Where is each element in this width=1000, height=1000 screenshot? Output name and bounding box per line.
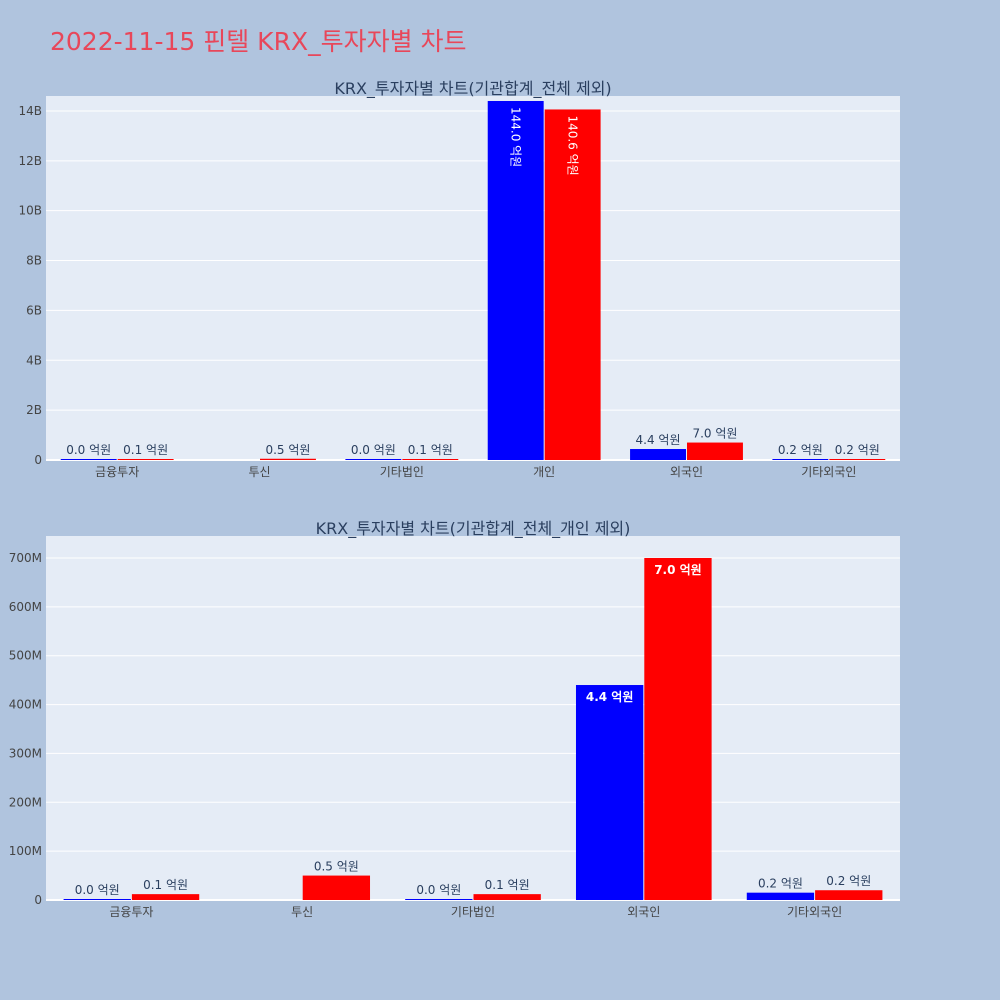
plot-area — [46, 96, 900, 460]
data-label: 0.5 억원 — [314, 860, 359, 874]
bar — [405, 899, 473, 900]
investor-chart-all: 0 2B 4B 6B 8B 10B 12B 14B KRX_투자자별 차트(기관합계_전체 제외… — [18, 79, 900, 479]
bar — [345, 459, 402, 460]
data-label: 0.1 억원 — [485, 878, 530, 892]
bar — [260, 458, 316, 460]
bar — [772, 459, 829, 460]
y-tick-label: 500M — [9, 649, 42, 663]
y-tick-label: 300M — [9, 746, 42, 760]
bar — [63, 899, 131, 900]
data-label: 4.4 억원 — [636, 433, 681, 447]
y-tick-label: 10B — [18, 204, 42, 218]
bar — [131, 894, 200, 900]
x-tick-label: 투신 — [248, 465, 270, 479]
x-tick-label: 외국인 — [670, 465, 703, 479]
x-tick-label: 개인 — [533, 465, 555, 479]
x-tick-label: 기타외국인 — [801, 465, 856, 479]
y-tick-label: 2B — [26, 403, 42, 417]
data-label: 0.0 억원 — [75, 883, 120, 897]
data-label: 140.6 억원 — [566, 115, 580, 175]
data-label: 0.1 억원 — [123, 443, 168, 457]
data-label: 7.0 억원 — [654, 563, 702, 577]
bar — [630, 449, 686, 460]
bar — [487, 100, 544, 460]
x-tick-label: 기타법인 — [380, 465, 424, 479]
data-label: 0.1 억원 — [143, 878, 188, 892]
bar — [302, 875, 371, 900]
y-tick-label: 0 — [34, 453, 42, 467]
data-label: 4.4 억원 — [586, 690, 634, 704]
y-tick-label: 600M — [9, 600, 42, 614]
y-tick-label: 8B — [26, 254, 42, 268]
x-tick-label: 투신 — [291, 905, 313, 919]
plot-area — [46, 536, 900, 900]
data-label: 0.1 억원 — [408, 443, 453, 457]
x-tick-label: 금융투자 — [95, 465, 139, 479]
data-label: 0.5 억원 — [265, 443, 310, 457]
y-tick-label: 4B — [26, 353, 42, 367]
data-label: 0.0 억원 — [66, 443, 111, 457]
bar — [644, 557, 712, 900]
data-label: 0.2 억원 — [778, 443, 823, 457]
x-tick-label: 기타외국인 — [787, 905, 842, 919]
y-tick-label: 400M — [9, 698, 42, 712]
bar — [746, 892, 815, 900]
investor-chart-excl-individual: 0 100M 200M 300M 400M 500M 600M 700M KRX_투자자별 차트… — [9, 519, 900, 919]
chart-title: KRX_투자자별 차트(기관합계_전체_개인 제외) — [316, 519, 631, 539]
data-label: 0.2 억원 — [835, 443, 880, 457]
chart-title: KRX_투자자별 차트(기관합계_전체 제외) — [334, 79, 611, 99]
bar — [402, 459, 459, 460]
bar — [575, 685, 644, 900]
data-label: 0.0 억원 — [351, 443, 396, 457]
data-label: 0.2 억원 — [826, 874, 871, 888]
page-title: 2022-11-15 핀텔 KRX_투자자별 차트 — [50, 27, 467, 56]
y-tick-label: 100M — [9, 844, 42, 858]
data-label: 0.2 억원 — [758, 877, 803, 891]
bar — [829, 459, 886, 460]
y-tick-label: 0 — [34, 893, 42, 907]
data-label: 0.0 억원 — [416, 883, 461, 897]
bar — [60, 459, 117, 460]
data-label: 7.0 억원 — [692, 427, 737, 441]
bar — [687, 442, 743, 460]
x-tick-label: 기타법인 — [451, 905, 495, 919]
x-tick-label: 외국인 — [627, 905, 660, 919]
data-label: 144.0 억원 — [509, 107, 523, 167]
y-tick-label: 12B — [18, 154, 42, 168]
bar — [117, 459, 174, 460]
bar — [815, 890, 883, 900]
y-tick-label: 14B — [18, 104, 42, 118]
x-tick-label: 금융투자 — [109, 905, 153, 919]
bar — [544, 109, 601, 460]
y-tick-label: 6B — [26, 303, 42, 317]
bar — [473, 894, 541, 900]
y-tick-label: 200M — [9, 795, 42, 809]
y-tick-label: 700M — [9, 551, 42, 565]
